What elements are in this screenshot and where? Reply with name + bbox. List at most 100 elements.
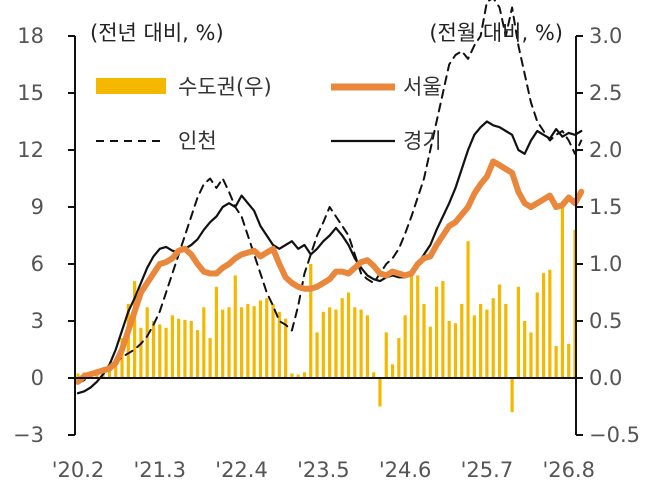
x-tick-label: '22.4 xyxy=(215,458,268,482)
bar-mark xyxy=(139,327,143,378)
left-tick-label: 9 xyxy=(31,195,44,219)
bar-mark xyxy=(567,343,571,378)
x-tick-label: '25.7 xyxy=(461,458,514,482)
line-series-group xyxy=(75,0,585,395)
bar-mark xyxy=(151,321,156,378)
bar-mark xyxy=(416,275,420,378)
bar-mark xyxy=(296,374,300,378)
x-tick-label: '20.2 xyxy=(52,458,105,482)
bar-mark xyxy=(227,307,231,378)
left-tick-label: −3 xyxy=(13,423,44,447)
bar-mark xyxy=(158,324,162,378)
left-tick-label: 18 xyxy=(17,24,44,48)
bar-mark xyxy=(195,330,200,378)
left-tick-label: 0 xyxy=(31,366,44,390)
left-tick-label: 12 xyxy=(17,138,44,162)
series-line-gyeonggi xyxy=(76,120,583,395)
bar-mark xyxy=(145,307,149,378)
bar-mark xyxy=(164,327,168,378)
bar-series xyxy=(76,201,577,413)
bar-mark xyxy=(334,309,338,378)
right-tick-label: −0.5 xyxy=(589,423,640,447)
bar-mark xyxy=(258,300,263,378)
bar-mark xyxy=(365,315,369,378)
x-tick-label: '24.6 xyxy=(379,458,432,482)
right-tick-label: 0.5 xyxy=(589,309,622,333)
bar-mark xyxy=(529,332,533,378)
bar-mark xyxy=(309,264,313,378)
bar-mark xyxy=(378,378,382,407)
bar-mark xyxy=(397,338,401,378)
bar-mark xyxy=(183,319,187,378)
right-axis-unit-label: (전월 대비, %) xyxy=(429,21,563,45)
bar-mark xyxy=(441,281,445,378)
bar-mark xyxy=(177,318,181,378)
bar-mark xyxy=(221,309,225,378)
bar-mark xyxy=(409,269,414,378)
axis-labels: 18 3.0 15 2.5 12 2.0 9 1.5 6 1.0 3 0.5 0 0.0 −3 −0.5 '20… xyxy=(13,21,640,482)
bar-mark xyxy=(284,318,288,378)
bar-mark xyxy=(390,364,395,378)
right-tick-label: 3.0 xyxy=(589,24,622,48)
bar-mark xyxy=(120,338,124,378)
left-tick-label: 6 xyxy=(31,252,44,276)
bar-mark xyxy=(321,311,325,378)
bar-mark xyxy=(170,315,174,378)
bar-mark xyxy=(485,309,489,378)
bar-mark xyxy=(271,303,275,378)
bar-mark xyxy=(472,315,476,378)
right-tick-label: 2.0 xyxy=(589,138,622,162)
legend-label-seoul: 서울 xyxy=(403,75,442,99)
bar-mark xyxy=(346,292,351,378)
right-tick-label: 1.5 xyxy=(589,195,622,219)
left-axis-unit-label: (전년 대비, %) xyxy=(90,21,224,45)
bar-mark xyxy=(453,323,458,378)
bar-mark xyxy=(548,269,552,378)
right-tick-label: 2.5 xyxy=(589,81,622,105)
bar-mark xyxy=(434,286,439,378)
legend-label-gyeonggi: 경기 xyxy=(403,129,442,153)
bar-mark xyxy=(372,372,376,378)
bar-mark xyxy=(302,372,307,378)
bar-mark xyxy=(447,321,451,378)
bar-mark xyxy=(516,286,520,378)
bar-mark xyxy=(428,326,432,378)
x-tick-label: '21.3 xyxy=(134,458,187,482)
bar-mark xyxy=(466,241,470,378)
legend-swatch-bar xyxy=(96,78,166,94)
bar-mark xyxy=(208,338,212,378)
bar-mark xyxy=(107,371,112,378)
bar-mark xyxy=(246,303,250,378)
x-tick-label: '23.5 xyxy=(297,458,350,482)
bar-mark xyxy=(460,303,464,378)
bar-mark xyxy=(277,311,281,378)
bar-mark xyxy=(535,292,539,378)
bar-mark xyxy=(510,378,514,413)
bar-mark xyxy=(114,364,118,378)
bar-mark xyxy=(491,298,495,378)
bar-mark xyxy=(265,298,269,378)
legend-label-bar: 수도권(우) xyxy=(178,75,272,99)
bar-mark xyxy=(126,303,130,378)
axes xyxy=(68,35,583,436)
bar-mark xyxy=(560,201,565,378)
bar-mark xyxy=(497,284,502,378)
left-tick-label: 3 xyxy=(31,309,44,333)
bar-mark xyxy=(479,303,483,378)
legend-label-incheon: 인천 xyxy=(178,129,217,153)
bar-mark xyxy=(76,373,80,378)
bar-mark xyxy=(541,273,546,378)
bar-mark xyxy=(353,307,357,378)
series-line-seoul xyxy=(75,158,585,385)
bar-mark xyxy=(189,321,193,378)
bar-mark xyxy=(504,303,508,378)
bar-mark xyxy=(422,303,426,378)
bar-mark xyxy=(403,315,407,378)
bar-mark xyxy=(133,281,137,378)
left-tick-label: 15 xyxy=(17,81,44,105)
series-line-incheon xyxy=(77,0,583,385)
bar-mark xyxy=(384,332,388,378)
bar-mark xyxy=(214,286,219,378)
